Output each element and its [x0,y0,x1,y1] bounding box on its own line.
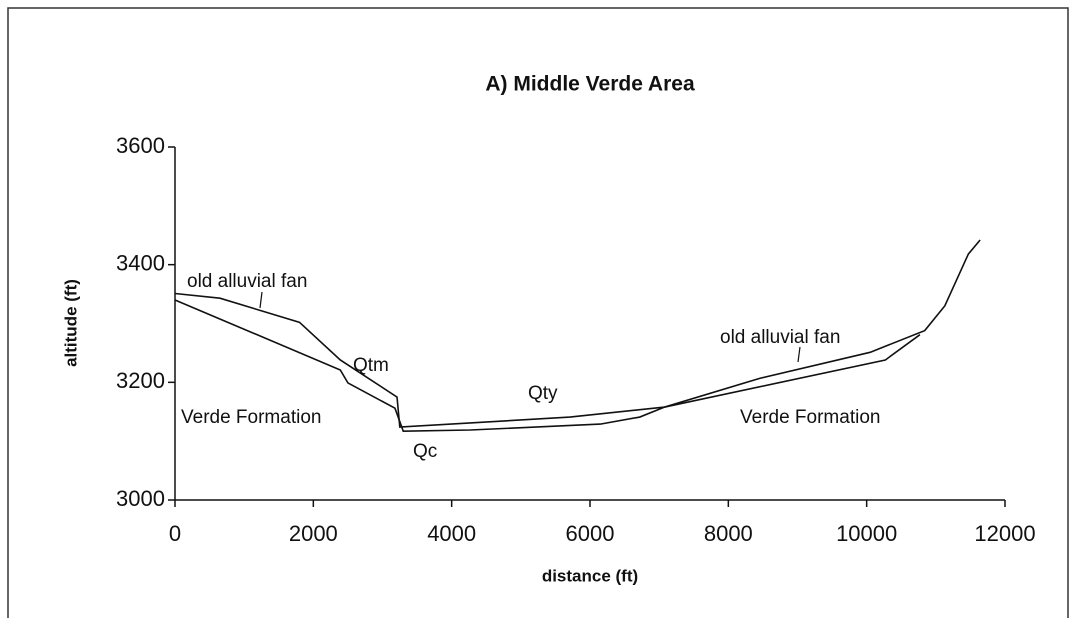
y-tick-label: 3400 [116,250,165,275]
annotation: Verde Formation [181,407,321,428]
annotation: Verde Formation [740,407,880,428]
line [174,299,921,432]
x-tick-label: 6000 [566,521,615,546]
x-tick-label: 10000 [836,521,897,546]
x-tick-label: 0 [169,521,181,546]
y-tick-label: 3200 [116,368,165,393]
x-tick-label: 8000 [704,521,753,546]
y-tick-label: 3000 [116,486,165,511]
annotation: Qtm [353,355,389,376]
x-axis-label: distance (ft) [542,566,638,585]
annotation: Qty [528,383,558,404]
x-tick-label: 4000 [427,521,476,546]
annotation: old alluvial fan [187,271,307,292]
annotation: old alluvial fan [720,327,840,348]
x-tick-label: 12000 [974,521,1035,546]
leader-line [797,346,801,363]
x-tick-label: 2000 [289,521,338,546]
leader-line [259,291,263,309]
line [174,239,981,428]
chart-title: A) Middle Verde Area [485,73,695,96]
y-axis-label: altitude (ft) [61,279,80,367]
annotation: Qc [413,441,437,462]
y-tick-label: 3600 [116,133,165,158]
frame [7,7,1069,618]
